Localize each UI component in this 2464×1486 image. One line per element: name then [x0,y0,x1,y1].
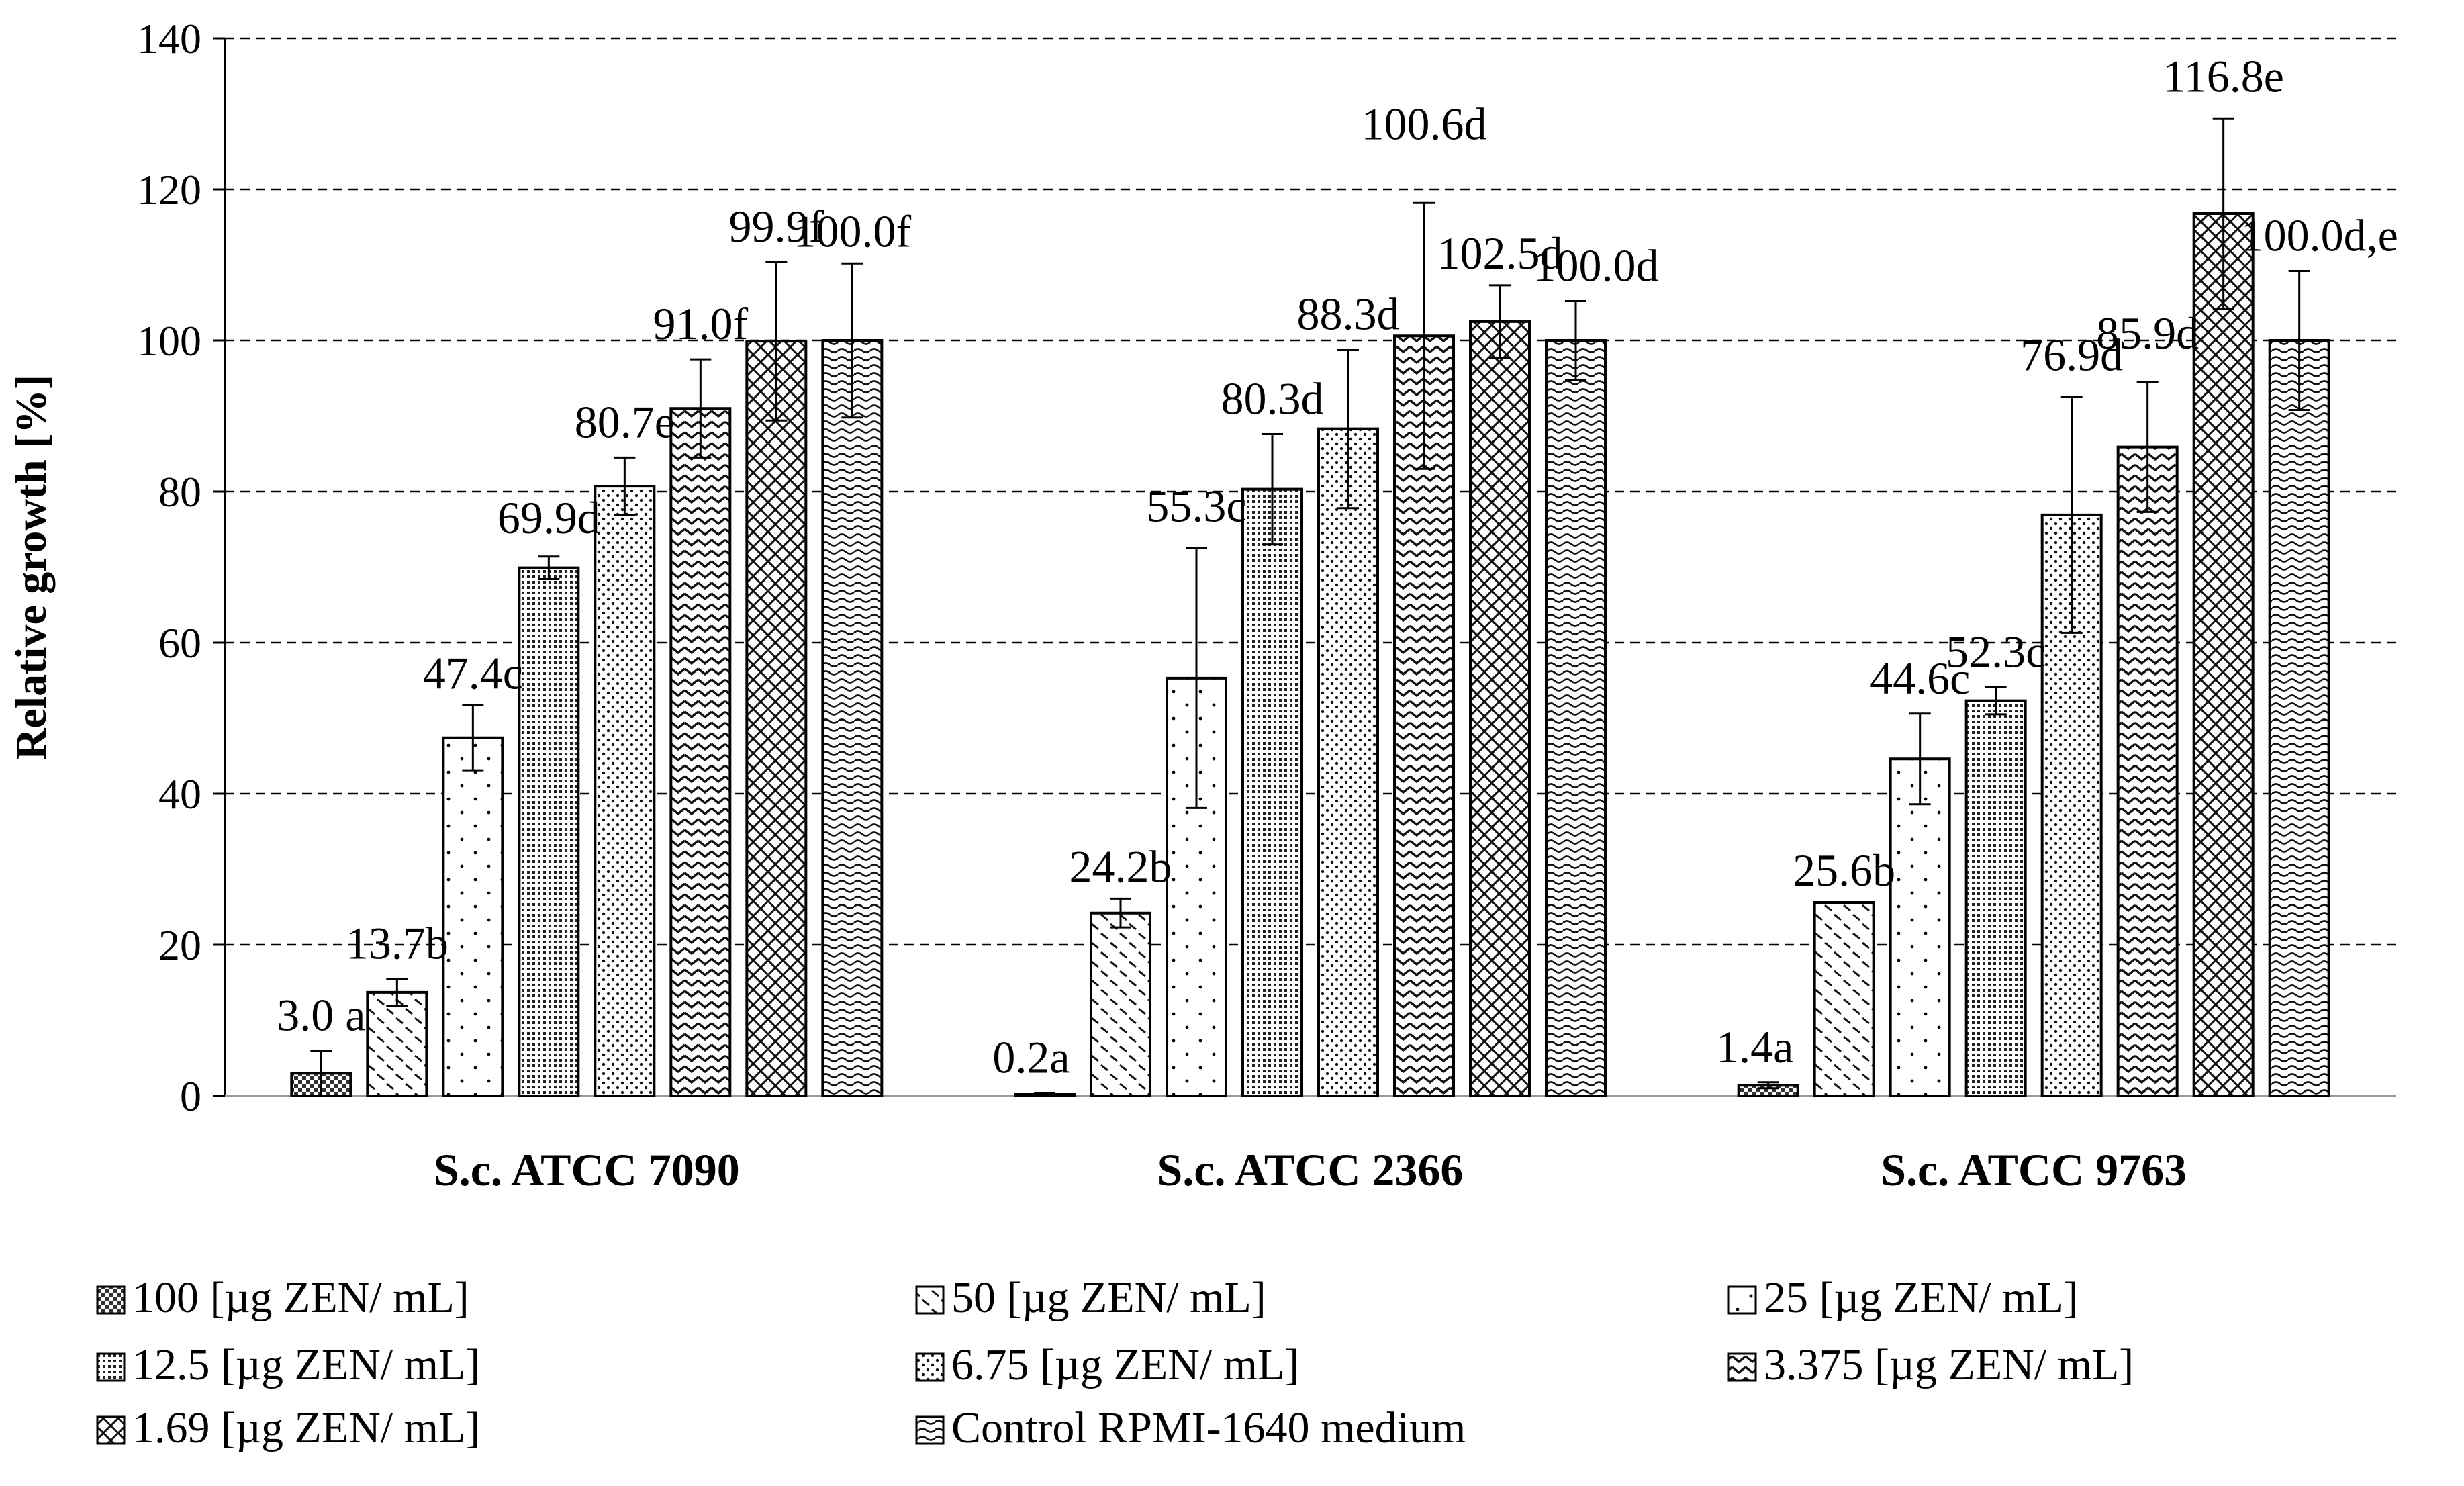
data-labels: 3.0 a13.7b47.4c69.9d80.7e91.0f99.9f100.0… [277,50,2398,1082]
data-label: 76.9d [2020,329,2123,380]
bar [1545,339,1607,1097]
data-label: 100.0d,e [2241,210,2398,261]
bar [442,736,504,1097]
legend-label: Control RPMI-1640 medium [951,1403,1466,1452]
data-label: 80.3d [1221,373,1324,424]
data-label: 3.0 a [277,990,365,1041]
bar [518,566,580,1097]
bar [1813,901,1875,1097]
y-tick-label: 80 [158,468,201,516]
legend: 100 [µg ZEN/ mL] 50 [µg ZEN/ mL] 25 [µg ZE… [96,1273,2134,1452]
legend-label: 3.375 [µg ZEN/ mL] [1764,1340,2134,1389]
bar [1469,320,1531,1097]
legend-label: 100 [µg ZEN/ mL] [132,1273,469,1322]
bar [366,990,428,1097]
bar [1241,487,1303,1097]
legend-label: 12.5 [µg ZEN/ mL] [132,1340,480,1389]
bar [669,407,732,1097]
bar [2268,339,2330,1097]
legend-swatch [96,1415,126,1445]
legend-label: 50 [µg ZEN/ mL] [951,1273,1266,1322]
category-label: S.c. ATCC 2366 [1157,1144,1464,1195]
y-tick-label: 0 [180,1072,201,1120]
bar [1317,427,1379,1097]
legend-swatch [915,1415,945,1445]
legend-swatch [1727,1285,1757,1315]
legend-swatch [915,1285,945,1315]
data-label: 44.6c [1870,653,1970,704]
bar [1889,757,1951,1097]
y-tick-label: 120 [137,166,201,214]
y-tick-label: 140 [137,15,201,62]
bar [1090,911,1151,1097]
data-label: 100.6d [1362,98,1487,149]
bar [1964,699,2027,1097]
data-label: 13.7b [346,918,448,969]
bar [745,340,808,1097]
data-label: 24.2b [1070,841,1172,892]
legend-swatch [96,1352,126,1382]
data-label: 47.4c [423,647,523,698]
data-label: 100.0f [794,205,912,257]
category-label: S.c. ATCC 7090 [434,1144,740,1195]
data-label: 55.3c [1146,480,1246,531]
bars [290,117,2330,1097]
legend-label: 1.69 [µg ZEN/ mL] [132,1403,480,1452]
data-label: 88.3d [1297,289,1400,340]
data-label: 91.0f [653,298,749,349]
data-label: 80.7e [575,396,675,447]
data-label: 52.3c [1946,626,2046,677]
data-label: 100.0d [1533,240,1659,291]
axes: 0 20 40 60 80 100 120 140 S.c. ATCC 7090 S.c. ATC… [137,15,2396,1195]
y-tick-label: 20 [158,921,201,969]
y-tick-label: 100 [137,317,201,365]
category-label: S.c. ATCC 9763 [1881,1144,2187,1195]
y-tick-label: 40 [158,770,201,818]
data-label: 0.2a [992,1032,1070,1083]
data-label: 25.6b [1793,845,1895,896]
data-label: 102.5d [1437,228,1563,279]
gridlines [225,37,2396,946]
bar [2116,445,2179,1097]
legend-label: 25 [µg ZEN/ mL] [1764,1273,2079,1322]
data-label: 1.4a [1716,1021,1793,1072]
data-label: 99.9f [729,201,824,252]
legend-label: 6.75 [µg ZEN/ mL] [951,1340,1299,1389]
bar [821,339,884,1097]
y-axis-label: Relative growth [%] [7,375,56,760]
bar [594,485,656,1097]
legend-swatch [96,1285,126,1315]
data-label: 85.9d [2096,308,2199,359]
legend-swatch [915,1352,945,1382]
bar [2192,212,2255,1097]
data-label: 69.9d [497,492,600,543]
y-tick-label: 60 [158,619,201,667]
data-label: 116.8e [2163,50,2284,101]
legend-swatch [1727,1352,1757,1382]
